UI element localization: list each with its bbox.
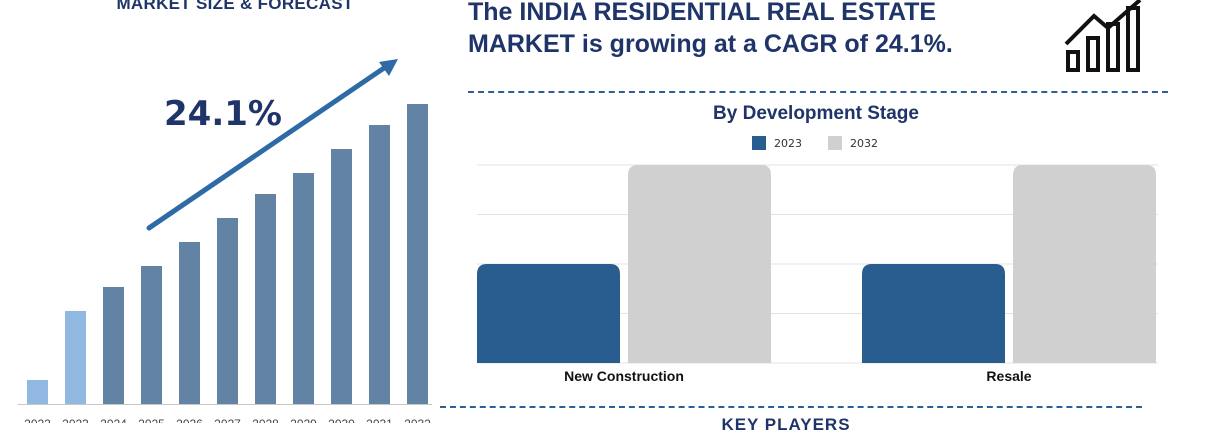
growth-arrow-line [146, 65, 387, 231]
legend-swatch-2032 [828, 136, 842, 150]
stage-bar-resale-2032 [1013, 165, 1156, 363]
year-label-2032: 2032 [404, 417, 431, 423]
year-label-2024: 2024 [100, 417, 127, 423]
divider-top [468, 91, 1168, 93]
forecast-bar-2028 [255, 194, 276, 404]
forecast-bar-2029 [293, 173, 314, 404]
forecast-bar-2031 [369, 125, 390, 404]
year-label-2030: 2030 [328, 417, 355, 423]
development-stage-chart: New Construction Resale [477, 164, 1158, 384]
growth-arrow-head [379, 59, 398, 76]
year-label-2023: 2023 [62, 417, 89, 423]
year-label-2027: 2027 [214, 417, 241, 423]
category-label-resale: Resale [986, 368, 1031, 384]
cagr-headline: The INDIA RESIDENTIAL REAL ESTATE MARKET… [468, 0, 953, 58]
development-stage-title: By Development Stage [713, 103, 919, 124]
forecast-bar-2025 [141, 266, 162, 404]
forecast-bar-2024 [103, 287, 124, 404]
stage-bar-new-construction-2032 [628, 165, 771, 363]
divider-bottom [440, 406, 1142, 408]
category-label-new-construction: New Construction [564, 368, 684, 384]
key-players-title: KEY PLAYERS [721, 415, 851, 434]
year-label-2026: 2026 [176, 417, 203, 423]
stage-bar-new-construction-2023 [477, 264, 620, 363]
legend-swatch-2023 [752, 136, 766, 150]
market-size-title: MARKET SIZE & FORECAST [116, 0, 354, 13]
year-label-2025: 2025 [138, 417, 165, 423]
chart-legend: 2023 2032 [752, 136, 878, 150]
growth-chart-icon [1064, 0, 1142, 72]
forecast-bar-2026 [179, 242, 200, 404]
legend-item-2023: 2023 [752, 136, 802, 150]
legend-item-2032: 2032 [828, 136, 878, 150]
market-size-chart: 2022 2023 2024 2025 2026 2027 2028 2029 2030 2031… [18, 59, 432, 423]
forecast-bar-2032 [407, 104, 428, 404]
year-label-2022: 2022 [24, 417, 51, 423]
year-label-2031: 2031 [366, 417, 393, 423]
forecast-bar-2022 [27, 380, 48, 404]
legend-label-2023: 2023 [774, 136, 802, 150]
year-label-2028: 2028 [252, 417, 279, 423]
cagr-label: 24.1% [164, 94, 282, 134]
forecast-bar-2023 [65, 311, 86, 404]
legend-label-2032: 2032 [850, 136, 878, 150]
forecast-bar-2030 [331, 149, 352, 404]
stage-bar-resale-2023 [862, 264, 1005, 363]
forecast-bar-2027 [217, 218, 238, 404]
year-label-2029: 2029 [290, 417, 317, 423]
